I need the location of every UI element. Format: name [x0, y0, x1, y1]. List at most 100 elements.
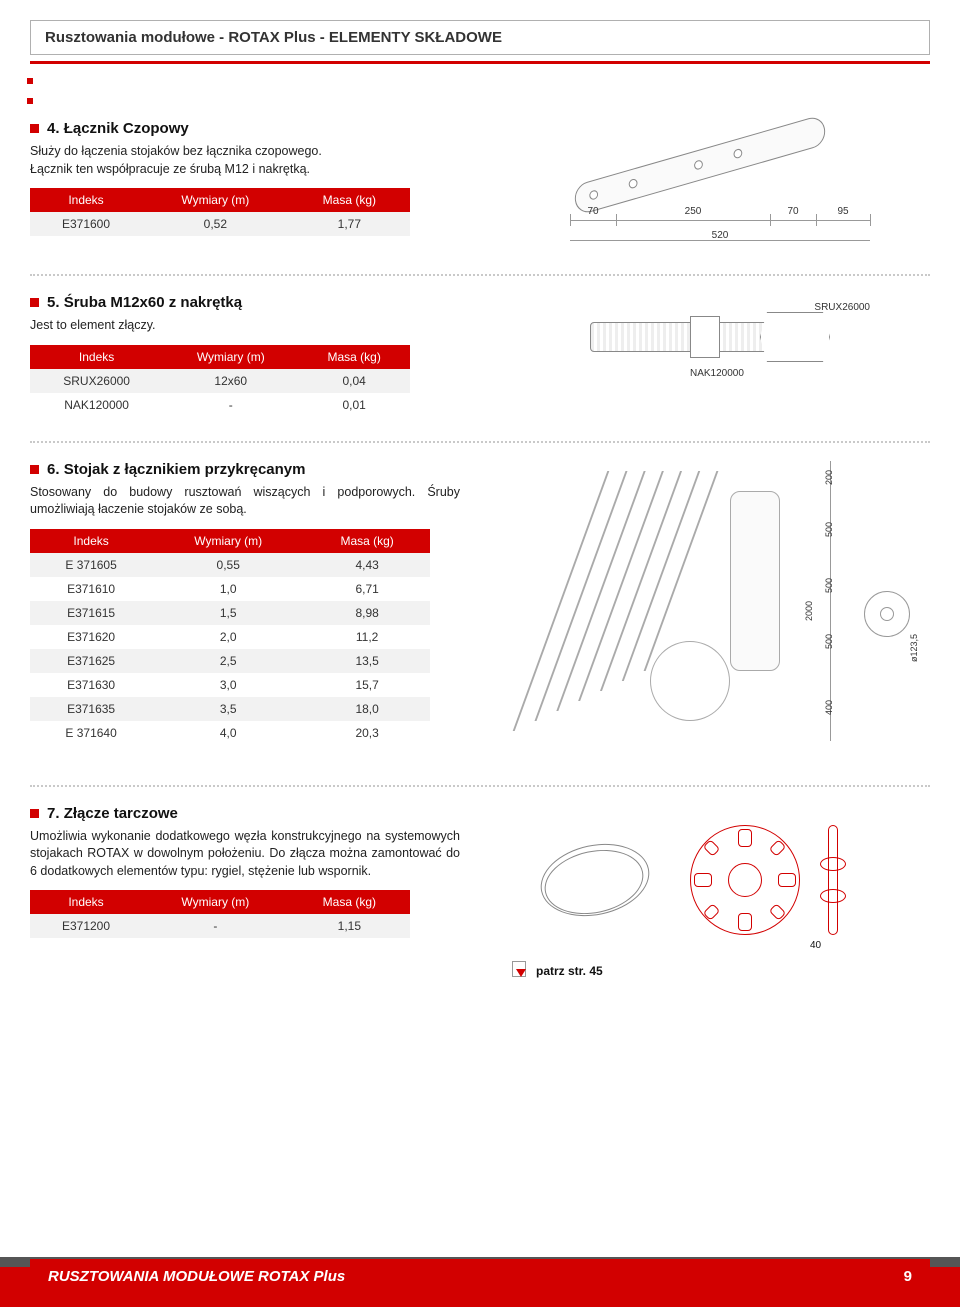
- dim-label-overall: 2000: [804, 600, 814, 620]
- th-indeks: Indeks: [30, 890, 142, 914]
- table-header-row: Indeks Wymiary (m) Masa (kg): [30, 188, 410, 212]
- section-5-table: Indeks Wymiary (m) Masa (kg) SRUX26000 1…: [30, 345, 410, 417]
- section-4-figure: 70 250 70 95 520: [510, 120, 930, 250]
- dim-label-total: 520: [712, 230, 729, 241]
- disc-slot: [738, 829, 752, 847]
- section-6-table: Indeks Wymiary (m) Masa (kg) E 3716050,5…: [30, 529, 430, 745]
- section-7-figure: 40 patrz str. 45: [510, 805, 930, 981]
- dim-label: 70: [587, 206, 598, 217]
- cell-wymiary: -: [163, 393, 298, 417]
- section-5-figure: SRUX26000 NAK120000: [510, 294, 930, 404]
- disc-side-flange: [820, 857, 846, 871]
- cell-masa: 6,71: [304, 577, 430, 601]
- section-7: 7. Złącze tarczowe Umożliwia wykonanie d…: [30, 805, 930, 981]
- stand-base-flange: [650, 641, 730, 721]
- cell-wymiary: -: [142, 914, 289, 938]
- dim-tick: [570, 214, 571, 226]
- cell-indeks: E371625: [30, 649, 152, 673]
- dim-label: 70: [787, 206, 798, 217]
- dim-line: [830, 461, 831, 741]
- pole: [556, 471, 645, 711]
- table-row: E3716101,06,71: [30, 577, 430, 601]
- cell-wymiary: 4,0: [152, 721, 304, 745]
- section-4-number: 4.: [47, 120, 60, 137]
- dim-tick: [870, 214, 871, 226]
- dim-tick: [816, 214, 817, 226]
- disc-drawing: 40: [510, 805, 890, 955]
- section-4-heading: 4. Łącznik Czopowy: [30, 120, 470, 137]
- decor-dot: [27, 78, 33, 84]
- footer-title: RUSZTOWANIA MODUŁOWE ROTAX Plus: [48, 1268, 345, 1285]
- table-row: E3716202,011,2: [30, 625, 430, 649]
- section-5-desc: Jest to element złączy.: [30, 317, 460, 335]
- dim-label: 500: [824, 633, 834, 648]
- bullet-icon: [30, 124, 39, 133]
- cell-wymiary: 12x60: [163, 369, 298, 393]
- cell-indeks: E371615: [30, 601, 152, 625]
- cell-indeks: NAK120000: [30, 393, 163, 417]
- cell-masa: 15,7: [304, 673, 430, 697]
- dim-label-diameter: ø123,5: [909, 633, 919, 661]
- th-wymiary: Wymiary (m): [163, 345, 298, 369]
- table-row: NAK120000 - 0,01: [30, 393, 410, 417]
- pole: [578, 471, 664, 701]
- table-row: E371600 0,52 1,77: [30, 212, 410, 236]
- footer-content: RUSZTOWANIA MODUŁOWE ROTAX Plus 9: [30, 1259, 930, 1293]
- bullet-icon: [30, 809, 39, 818]
- dim-tick: [770, 214, 771, 226]
- dim-label: 400: [824, 699, 834, 714]
- category-header: Rusztowania modułowe - ROTAX Plus - ELEM…: [30, 20, 930, 55]
- cell-masa: 18,0: [304, 697, 430, 721]
- section-6-title: Stojak z łącznikiem przykręcanym: [64, 461, 306, 478]
- bullet-icon: [30, 465, 39, 474]
- page-footer: RUSZTOWANIA MODUŁOWE ROTAX Plus 9: [0, 1257, 960, 1307]
- section-6-number: 6.: [47, 461, 60, 478]
- disc-side-view: [820, 825, 848, 935]
- cell-masa: 13,5: [304, 649, 430, 673]
- th-indeks: Indeks: [30, 529, 152, 553]
- pin-body: [573, 114, 827, 216]
- cell-masa: 0,04: [298, 369, 410, 393]
- section-4-table: Indeks Wymiary (m) Masa (kg) E371600 0,5…: [30, 188, 410, 236]
- pole: [513, 471, 610, 731]
- footer-page-number: 9: [904, 1268, 912, 1285]
- header-decor: [27, 64, 930, 86]
- decor-dot: [27, 98, 33, 104]
- bullet-icon: [30, 298, 39, 307]
- table-row: E3716303,015,7: [30, 673, 430, 697]
- cell-wymiary: 0,52: [142, 212, 289, 236]
- section-5-number: 5.: [47, 294, 60, 311]
- bolt-nut: [690, 316, 720, 358]
- section-4: 4. Łącznik Czopowy Służy do łączenia sto…: [30, 120, 930, 250]
- bolt-drawing: SRUX26000 NAK120000: [510, 294, 870, 404]
- table-header-row: Indeks Wymiary (m) Masa (kg): [30, 345, 410, 369]
- cell-indeks: E371630: [30, 673, 152, 697]
- bolt-thread: [590, 322, 770, 352]
- dim-label: 250: [685, 206, 702, 217]
- th-wymiary: Wymiary (m): [142, 188, 289, 212]
- cell-indeks: E371600: [30, 212, 142, 236]
- table-row: E3716151,58,98: [30, 601, 430, 625]
- th-masa: Masa (kg): [298, 345, 410, 369]
- table-row: SRUX26000 12x60 0,04: [30, 369, 410, 393]
- stand-dimension-column: 200 500 500 500 400 2000: [810, 461, 860, 741]
- disc-side-tube: [828, 825, 838, 935]
- pin-3d-drawing: 70 250 70 95 520: [510, 120, 870, 250]
- dim-line: [570, 220, 870, 221]
- cell-wymiary: 3,5: [152, 697, 304, 721]
- cell-wymiary: 2,0: [152, 625, 304, 649]
- cell-indeks: E371635: [30, 697, 152, 721]
- section-6: 6. Stojak z łącznikiem przykręcanym Stos…: [30, 461, 930, 761]
- section-7-number: 7.: [47, 805, 60, 822]
- section-separator: [30, 441, 930, 443]
- section-7-desc: Umożliwia wykonanie dodatkowego węzła ko…: [30, 828, 460, 881]
- section-4-title: Łącznik Czopowy: [64, 120, 189, 137]
- stand-drawing: 200 500 500 500 400 2000 ø123,5: [510, 461, 890, 761]
- dim-label: 40: [810, 940, 821, 951]
- th-masa: Masa (kg): [289, 890, 410, 914]
- cell-wymiary: 1,5: [152, 601, 304, 625]
- pin-hole: [693, 159, 703, 170]
- table-header-row: Indeks Wymiary (m) Masa (kg): [30, 529, 430, 553]
- section-separator: [30, 274, 930, 276]
- pin-hole: [589, 189, 599, 200]
